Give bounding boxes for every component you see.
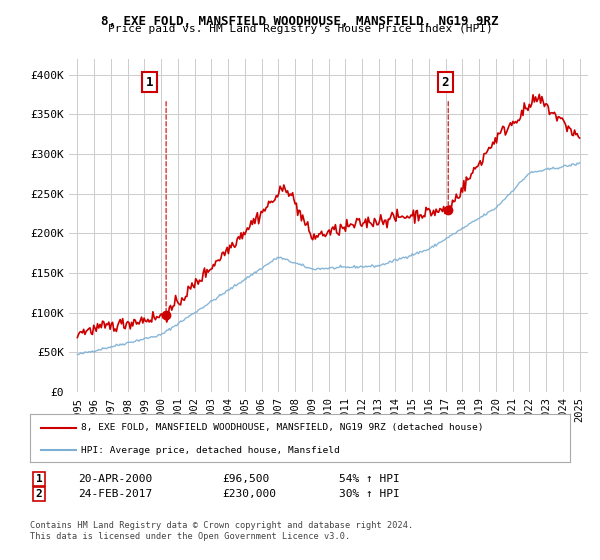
Text: Contains HM Land Registry data © Crown copyright and database right 2024.
This d: Contains HM Land Registry data © Crown c… xyxy=(30,521,413,540)
Text: 1: 1 xyxy=(35,474,43,484)
Text: 30% ↑ HPI: 30% ↑ HPI xyxy=(339,489,400,499)
Text: £230,000: £230,000 xyxy=(222,489,276,499)
Text: 2: 2 xyxy=(35,489,43,499)
Text: 8, EXE FOLD, MANSFIELD WOODHOUSE, MANSFIELD, NG19 9RZ: 8, EXE FOLD, MANSFIELD WOODHOUSE, MANSFI… xyxy=(101,15,499,27)
Text: 8, EXE FOLD, MANSFIELD WOODHOUSE, MANSFIELD, NG19 9RZ (detached house): 8, EXE FOLD, MANSFIELD WOODHOUSE, MANSFI… xyxy=(82,423,484,432)
Text: 20-APR-2000: 20-APR-2000 xyxy=(78,474,152,484)
Text: Price paid vs. HM Land Registry's House Price Index (HPI): Price paid vs. HM Land Registry's House … xyxy=(107,24,493,34)
Text: 54% ↑ HPI: 54% ↑ HPI xyxy=(339,474,400,484)
Text: 1: 1 xyxy=(146,76,153,88)
Text: 2: 2 xyxy=(442,76,449,88)
Text: £96,500: £96,500 xyxy=(222,474,269,484)
Text: HPI: Average price, detached house, Mansfield: HPI: Average price, detached house, Mans… xyxy=(82,446,340,455)
Text: 24-FEB-2017: 24-FEB-2017 xyxy=(78,489,152,499)
